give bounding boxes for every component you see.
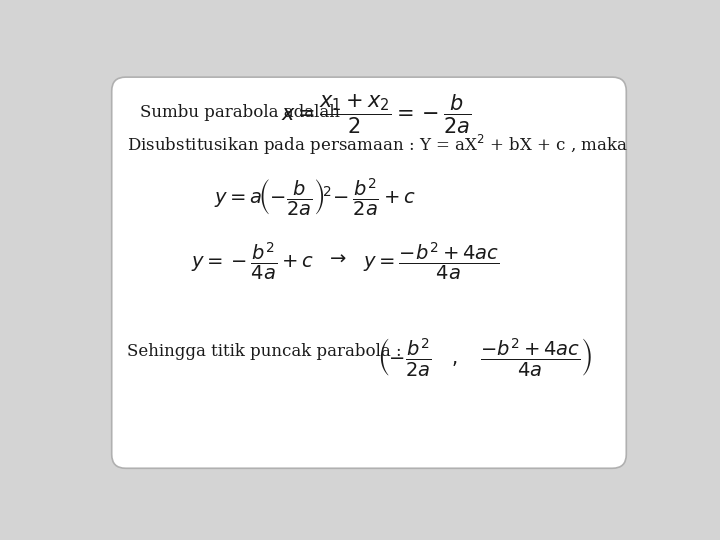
Text: Disubstitusikan pada persamaan : Y = aX$^2$ + bX + c , maka: Disubstitusikan pada persamaan : Y = aX$… bbox=[127, 133, 629, 157]
Text: $x = \dfrac{x_1 + x_2}{2} = -\dfrac{b}{2a}$: $x = \dfrac{x_1 + x_2}{2} = -\dfrac{b}{2… bbox=[282, 93, 472, 137]
Text: $y = \dfrac{-b^2+4ac}{4a}$: $y = \dfrac{-b^2+4ac}{4a}$ bbox=[363, 240, 499, 282]
Text: $\rightarrow$: $\rightarrow$ bbox=[326, 248, 347, 266]
Text: $y = -\dfrac{b^2}{4a}+c$: $y = -\dfrac{b^2}{4a}+c$ bbox=[192, 240, 315, 282]
Text: $y = a\!\left(-\dfrac{b}{2a}\right)^{\!2}\!-\dfrac{b^2}{2a}+c$: $y = a\!\left(-\dfrac{b}{2a}\right)^{\!2… bbox=[214, 176, 415, 218]
Text: Sehingga titik puncak parabola :: Sehingga titik puncak parabola : bbox=[127, 343, 402, 360]
FancyBboxPatch shape bbox=[112, 77, 626, 468]
Text: $\left(-\dfrac{b^2}{2a}\quad,\quad\dfrac{-b^2+4ac}{4a}\right)$: $\left(-\dfrac{b^2}{2a}\quad,\quad\dfrac… bbox=[377, 336, 593, 379]
Text: Sumbu parabola adalah: Sumbu parabola adalah bbox=[140, 104, 341, 121]
